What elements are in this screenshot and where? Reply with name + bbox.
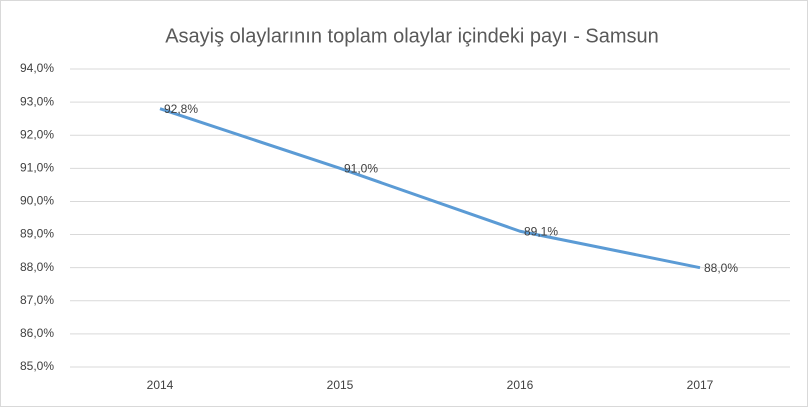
- x-tick-label: 2015: [327, 378, 354, 392]
- y-tick-label: 87,0%: [20, 293, 54, 307]
- data-label: 89,1%: [524, 224, 558, 238]
- y-tick-label: 90,0%: [20, 194, 54, 208]
- y-tick-label: 92,0%: [20, 127, 54, 141]
- line-series: [159, 107, 701, 270]
- data-label: 92,8%: [164, 102, 198, 116]
- y-tick-label: 93,0%: [20, 94, 54, 108]
- chart-title: Asayiş olaylarının toplam olaylar içinde…: [165, 25, 659, 47]
- x-tick-label: 2016: [507, 378, 534, 392]
- y-tick-label: 88,0%: [20, 260, 54, 274]
- x-tick-label: 2017: [687, 378, 714, 392]
- y-tick-label: 89,0%: [20, 227, 54, 241]
- data-label: 88,0%: [704, 261, 738, 275]
- y-tick-label: 85,0%: [20, 359, 54, 373]
- x-tick-label: 2014: [147, 378, 174, 392]
- data-label: 91,0%: [344, 162, 378, 176]
- y-tick-label: 91,0%: [20, 161, 54, 175]
- y-tick-label: 86,0%: [20, 326, 54, 340]
- y-tick-label: 94,0%: [20, 61, 54, 75]
